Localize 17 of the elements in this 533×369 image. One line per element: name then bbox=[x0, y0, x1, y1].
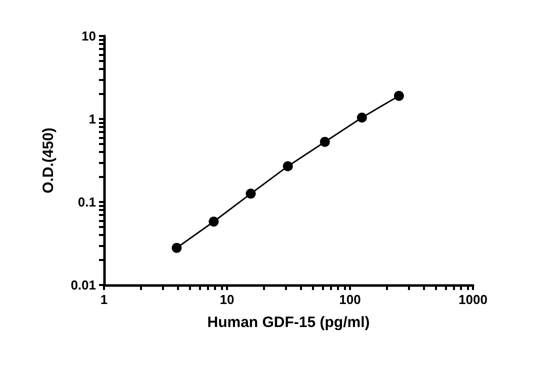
point bbox=[320, 136, 330, 147]
y-tick-label: 0.01 bbox=[70, 278, 96, 292]
x-tick-label: 1000 bbox=[458, 292, 488, 307]
y-axis-title: O.D.(450) bbox=[40, 128, 57, 194]
point bbox=[172, 242, 182, 253]
point bbox=[394, 90, 404, 101]
y-tick-label: 10 bbox=[82, 28, 96, 44]
y-tick-label: 1 bbox=[88, 112, 96, 126]
point bbox=[208, 216, 219, 227]
y-tick-label: 0.1 bbox=[78, 194, 96, 210]
x-tick-label: 100 bbox=[339, 292, 361, 307]
x-tick-label: 1 bbox=[100, 292, 108, 307]
point bbox=[356, 112, 367, 123]
point bbox=[282, 161, 293, 172]
x-axis-title: Human GDF-15 (pg/ml) bbox=[207, 314, 370, 331]
x-tick-label: 10 bbox=[220, 292, 234, 307]
point bbox=[246, 188, 256, 199]
